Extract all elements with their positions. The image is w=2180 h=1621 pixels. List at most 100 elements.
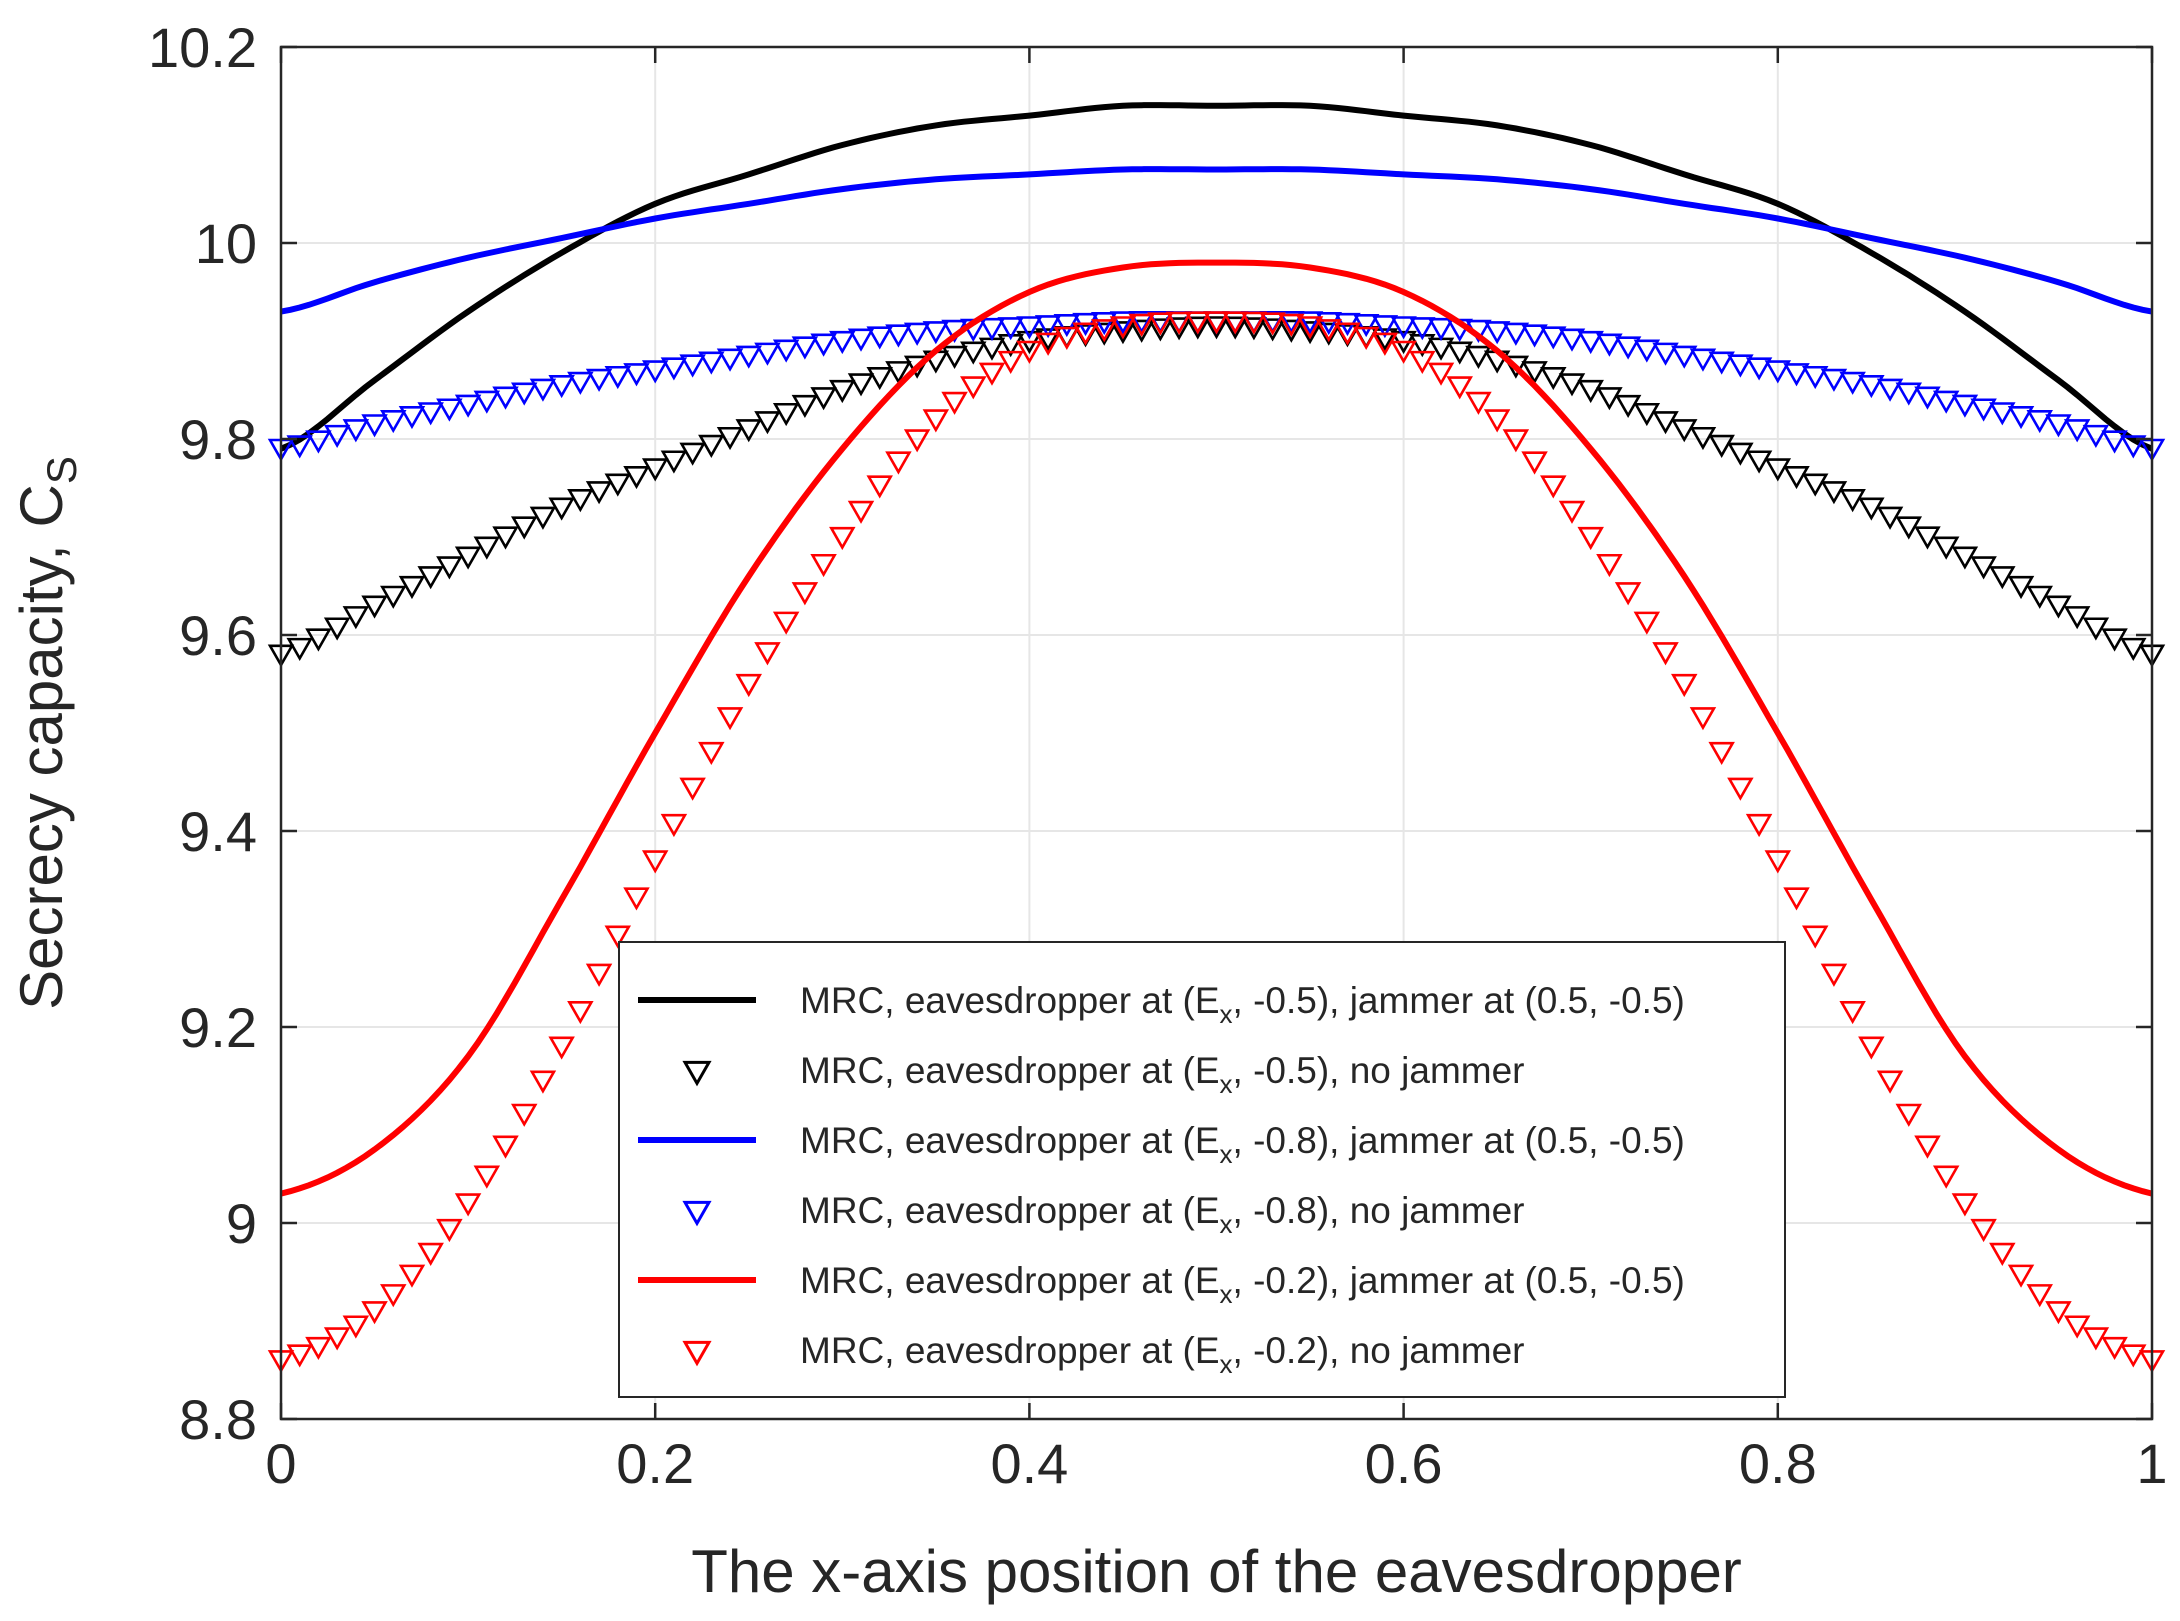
marker-blue-markers (1764, 360, 1792, 384)
marker-red-markers (997, 350, 1024, 374)
marker-black-markers (1502, 355, 1530, 379)
marker-blue-markers (829, 330, 856, 355)
marker-black-markers (1259, 318, 1286, 342)
marker-red-markers (1577, 526, 1604, 551)
marker-black-markers (1558, 373, 1586, 397)
marker-red-markers (866, 475, 893, 499)
marker-red-markers (1053, 326, 1081, 350)
marker-blue-markers (529, 378, 557, 402)
marker-red-markers (1465, 391, 1492, 415)
series-blue-line (280, 166, 2153, 315)
marker-blue-markers (323, 424, 351, 448)
marker-red-markers (1783, 887, 1810, 911)
marker-red-markers (2101, 1336, 2128, 1361)
marker-black-markers (1278, 319, 1305, 343)
marker-red-markers (1970, 1218, 1997, 1243)
marker-black-markers (2007, 575, 2035, 600)
marker-black-markers (585, 481, 613, 505)
marker-black-markers (2045, 595, 2072, 619)
marker-red-markers (772, 611, 800, 635)
marker-red-markers (1090, 319, 1118, 343)
marker-black-markers (2101, 628, 2128, 652)
series-red-line (280, 259, 2153, 1197)
marker-red-markers (286, 1344, 313, 1368)
marker-black-markers (1240, 317, 1268, 341)
marker-blue-markers (1745, 357, 1773, 381)
y-tick-label: 9.8 (179, 408, 257, 471)
y-tick-label: 10.2 (148, 16, 257, 79)
marker-blue-markers (754, 342, 781, 366)
marker-red-markers (1315, 319, 1343, 343)
marker-blue-markers (698, 351, 725, 375)
marker-black-markers (641, 458, 669, 482)
marker-blue-markers (1427, 317, 1455, 342)
marker-blue-markers (305, 430, 332, 454)
marker-black-markers (1820, 481, 1848, 505)
marker-red-markers (2063, 1315, 2091, 1339)
marker-red-markers (941, 391, 968, 415)
marker-red-markers (1446, 376, 1473, 400)
marker-blue-markers (810, 333, 837, 357)
marker-blue-markers (1614, 336, 1642, 360)
marker-red-markers (1390, 340, 1417, 364)
marker-blue-markers (1034, 315, 1062, 339)
marker-blue-markers (2007, 406, 2035, 430)
marker-red-markers (978, 362, 1006, 386)
marker-red-markers (380, 1284, 407, 1308)
marker-blue-markers (903, 322, 931, 346)
marker-red-markers (810, 553, 837, 578)
marker-red-markers (1334, 322, 1361, 346)
marker-red-markers (1858, 1036, 1885, 1060)
marker-blue-markers (1689, 348, 1717, 372)
marker-black-markers (1147, 318, 1174, 342)
marker-red-markers (1184, 311, 1212, 335)
legend-label: MRC, eavesdropper at (Ex, -0.2), no jamm… (800, 1330, 1525, 1379)
legend-label: MRC, eavesdropper at (Ex, -0.5), jammer … (800, 980, 1685, 1029)
marker-red-markers (604, 925, 632, 949)
marker-red-markers (1914, 1135, 1941, 1159)
marker-blue-markers (1090, 311, 1118, 336)
marker-red-markers (698, 741, 725, 766)
marker-blue-markers (1671, 345, 1698, 369)
marker-black-markers (1315, 322, 1343, 346)
marker-blue-markers (1652, 342, 1679, 366)
marker-black-markers (1128, 319, 1155, 343)
marker-blue-markers (1727, 354, 1754, 378)
marker-black-markers (810, 387, 837, 411)
marker-black-markers (1221, 316, 1249, 340)
marker-blue-markers (1053, 314, 1081, 338)
series-line-blue-line (280, 166, 2153, 315)
series-red-markers (267, 311, 2166, 1374)
marker-red-markers (716, 707, 744, 731)
legend-entry-black-line: MRC, eavesdropper at (Ex, -0.5), jammer … (638, 980, 1685, 1029)
marker-red-markers (1203, 311, 1230, 335)
marker-black-markers (1989, 566, 2016, 590)
marker-black-markers (1764, 458, 1792, 482)
marker-blue-markers (1109, 311, 1137, 335)
y-tick-label: 9 (226, 1192, 257, 1255)
marker-blue-markers (1932, 390, 1960, 414)
marker-red-markers (1502, 429, 1530, 453)
marker-black-markers (1296, 321, 1324, 345)
marker-black-markers (492, 526, 519, 550)
x-tick-label: 0.6 (1365, 1432, 1443, 1495)
marker-black-markers (1577, 379, 1604, 404)
marker-black-markers (772, 402, 800, 427)
legend-label: MRC, eavesdropper at (Ex, -0.5), no jamm… (800, 1050, 1525, 1099)
marker-black-markers (567, 489, 594, 513)
marker-red-markers (847, 500, 875, 524)
marker-red-markers (1128, 313, 1155, 337)
marker-black-markers (1633, 402, 1661, 427)
marker-blue-markers (772, 339, 800, 363)
marker-red-markers (1839, 1000, 1866, 1025)
marker-blue-markers (885, 324, 912, 348)
legend-marker-swatch (682, 1340, 712, 1367)
marker-black-markers (1465, 345, 1492, 369)
marker-black-markers (1184, 316, 1212, 340)
marker-black-markers (529, 506, 557, 530)
marker-red-markers (623, 887, 650, 911)
marker-blue-markers (1016, 316, 1043, 340)
marker-black-markers (2082, 617, 2110, 641)
marker-red-markers (885, 451, 912, 475)
